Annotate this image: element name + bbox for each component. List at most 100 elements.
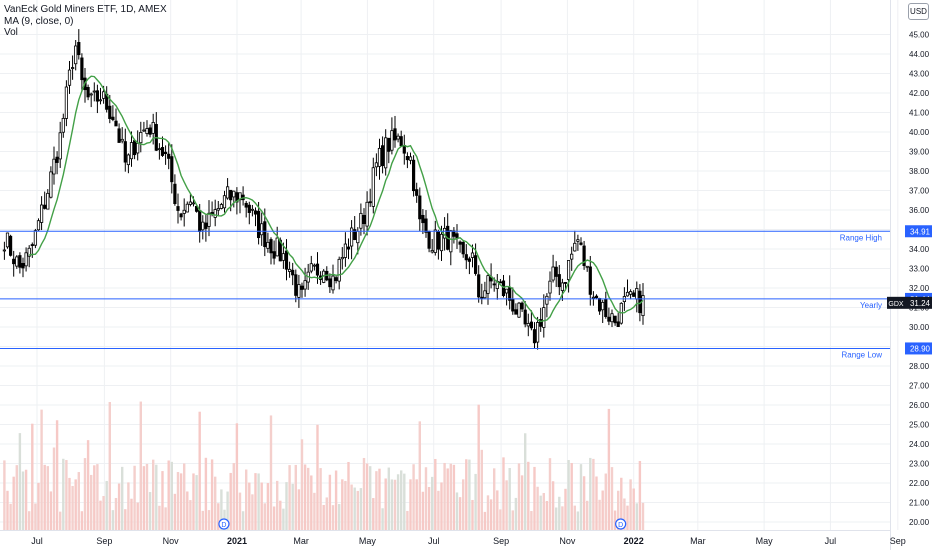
- level-price-tag-text: 28.90: [910, 344, 931, 353]
- candle-body: [300, 285, 304, 290]
- volume-bar: [99, 500, 102, 530]
- legend-vol-line[interactable]: Vol: [4, 27, 18, 38]
- candle-body: [486, 275, 490, 294]
- volume-bar: [213, 476, 217, 530]
- candle-body: [222, 195, 227, 209]
- level-price-tag-text: 34.91: [910, 227, 931, 236]
- time-tick-label: Nov: [559, 536, 576, 546]
- volume-bar: [31, 423, 34, 530]
- volume-bar: [260, 482, 263, 530]
- candle-body: [610, 313, 614, 323]
- volume-bar: [12, 476, 15, 530]
- candle-body: [95, 90, 99, 102]
- currency-button[interactable]: USD: [908, 3, 929, 20]
- candle-body: [449, 230, 453, 253]
- volume-bar: [173, 493, 177, 530]
- volume-bar: [446, 468, 449, 530]
- candle-body: [256, 210, 261, 239]
- candle-body: [151, 121, 155, 134]
- volume-bar: [356, 490, 359, 530]
- chart-legend: VanEck Gold Miners ETF, 1D, AMEX MA (9, …: [4, 4, 167, 39]
- candle-body: [399, 136, 403, 147]
- volume-bar: [108, 402, 111, 530]
- volume-bar: [403, 473, 406, 530]
- volume-bar: [167, 460, 170, 530]
- candle-body: [635, 288, 639, 300]
- volume-bar: [207, 510, 211, 530]
- volume-bar: [390, 479, 394, 530]
- volume-bar: [465, 459, 468, 530]
- volume-bar: [406, 510, 409, 530]
- candle-body: [405, 156, 409, 161]
- volume-bar: [306, 467, 310, 530]
- volume-bar: [604, 473, 607, 530]
- candle-body: [58, 132, 62, 160]
- candle-body: [359, 212, 363, 229]
- candle-body: [498, 281, 502, 284]
- candle-body: [380, 145, 385, 167]
- candle-body: [182, 209, 186, 214]
- volume-bar: [198, 411, 201, 530]
- volume-bar: [359, 488, 363, 530]
- candle-body: [269, 239, 273, 254]
- candle-body: [461, 241, 465, 255]
- candle-body: [30, 244, 34, 246]
- candle-body: [377, 147, 382, 167]
- volume-bar: [313, 492, 316, 530]
- candle-body: [179, 213, 183, 218]
- volume-bar: [561, 506, 564, 530]
- volume-bar: [341, 479, 344, 530]
- candle-body: [250, 208, 254, 211]
- candle-body: [331, 275, 335, 291]
- candle-body: [77, 42, 81, 56]
- candle-body: [337, 258, 341, 282]
- legend-ma-line[interactable]: MA (9, close, 0): [4, 15, 74, 27]
- candle-body: [573, 242, 577, 252]
- volume-bar: [6, 490, 9, 530]
- candle-body: [641, 295, 645, 316]
- volume-bar: [248, 482, 251, 530]
- dividend-icon[interactable]: [615, 518, 627, 530]
- volume-bar: [334, 470, 338, 530]
- dividend-icon[interactable]: [218, 518, 230, 530]
- candle-body: [535, 322, 540, 343]
- volume-bar: [449, 463, 452, 530]
- volume-bar: [127, 482, 130, 530]
- candle-body: [70, 67, 75, 69]
- volume-bar: [626, 505, 629, 530]
- volume-bar: [421, 491, 425, 530]
- candle-body: [346, 246, 351, 250]
- candle-body: [114, 120, 118, 127]
- candle-body: [517, 302, 521, 318]
- volume-bar: [201, 510, 204, 530]
- candle-body: [74, 45, 78, 65]
- candle-body: [160, 147, 165, 156]
- candle-body: [297, 284, 301, 298]
- volume-bar: [238, 492, 242, 530]
- candle-body: [309, 263, 313, 272]
- legend-symbol-line[interactable]: VanEck Gold Miners ETF, 1D, AMEX: [4, 4, 167, 15]
- price-tick-label: 32.00: [909, 284, 930, 293]
- candle-body: [67, 69, 72, 86]
- candle-body: [167, 153, 171, 159]
- volume-bar: [337, 504, 341, 530]
- volume-bar: [124, 509, 127, 530]
- volume-bar: [21, 471, 25, 530]
- volume-bar: [148, 492, 152, 530]
- candle-body: [554, 266, 558, 277]
- candle-body: [24, 252, 28, 267]
- candle-body: [108, 105, 112, 119]
- candle-body: [532, 329, 537, 344]
- volume-bar: [483, 511, 487, 530]
- candle-body: [312, 264, 316, 267]
- candle-body: [520, 302, 524, 310]
- volume-bar: [437, 490, 440, 530]
- candle-body: [458, 241, 462, 245]
- candle-body: [470, 252, 475, 258]
- candle-body: [591, 296, 595, 299]
- candle-body: [393, 128, 397, 141]
- volume-bar: [155, 464, 158, 530]
- candle-body: [480, 296, 484, 299]
